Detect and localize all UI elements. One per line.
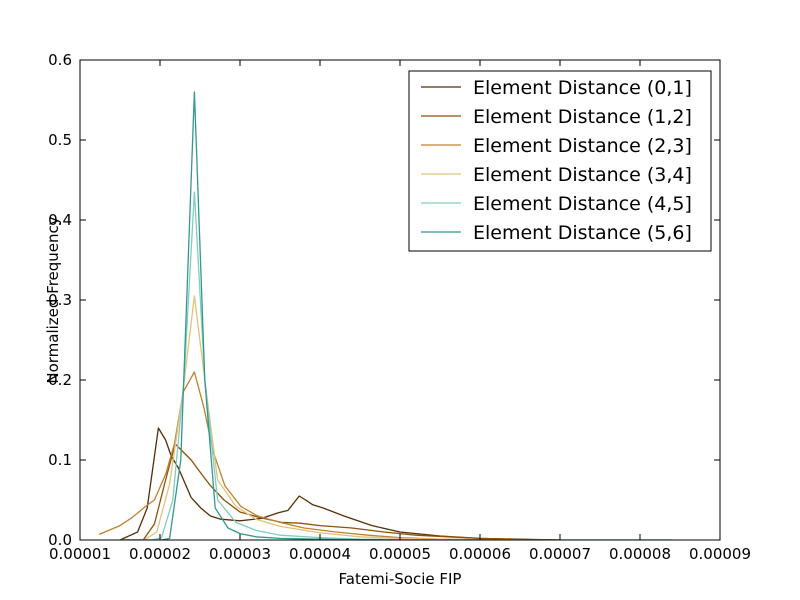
series-line-1	[119, 427, 561, 540]
y-axis-label: Normalized Frequency	[44, 216, 62, 383]
y-tick-label: 0.1	[48, 451, 72, 469]
y-tick-label: 0.4	[48, 211, 72, 229]
x-axis-label: Fatemi-Socie FIP	[339, 570, 462, 588]
legend-item: Element Distance (2,3]	[421, 135, 692, 157]
series-layer	[98, 91, 672, 540]
x-tick-label: 0.00002	[129, 545, 191, 563]
y-tick-label: 0.5	[48, 131, 72, 149]
series-line-6	[120, 91, 672, 540]
legend-label: Element Distance (1,2]	[473, 106, 692, 128]
x-tick-label: 0.00003	[209, 545, 271, 563]
y-tick-label: 0.6	[48, 51, 72, 69]
legend-label: Element Distance (0,1]	[473, 77, 692, 99]
y-tick-label: 0.2	[48, 371, 72, 389]
x-tick-label: 0.00006	[449, 545, 511, 563]
legend-label: Element Distance (5,6]	[473, 222, 692, 244]
x-tick-label: 0.00001	[49, 545, 111, 563]
y-tick-label: 0.0	[48, 531, 72, 549]
series-line-3	[98, 371, 521, 540]
legend-label: Element Distance (3,4]	[473, 164, 692, 186]
legend-label: Element Distance (4,5]	[473, 193, 692, 215]
x-tick-label: 0.00004	[289, 545, 351, 563]
x-tick-label: 0.00007	[529, 545, 591, 563]
series-line-2	[120, 443, 561, 540]
x-tick-label: 0.00009	[689, 545, 751, 563]
legend-frame	[408, 70, 712, 252]
y-tick-label: 0.3	[48, 291, 72, 309]
legend-item: Element Distance (0,1]	[421, 77, 692, 99]
legend-item: Element Distance (1,2]	[421, 106, 692, 128]
x-tick-label: 0.00005	[369, 545, 431, 563]
legend-label: Element Distance (2,3]	[473, 135, 692, 157]
legend-item: Element Distance (4,5]	[421, 193, 692, 215]
legend-item: Element Distance (5,6]	[421, 222, 692, 244]
x-tick-label: 0.00008	[609, 545, 671, 563]
legend: Element Distance (0,1] Element Distance (…	[408, 70, 712, 252]
axes-layer: 0.00001 0.00002 0.00003 0.00004 0.00005 0.000…	[44, 51, 751, 588]
series-line-4	[120, 295, 481, 540]
legend-item: Element Distance (3,4]	[421, 164, 692, 186]
